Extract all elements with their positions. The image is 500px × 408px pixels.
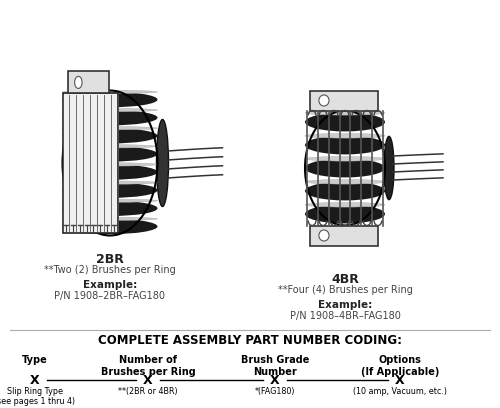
Text: Brush Grade
Number: Brush Grade Number (241, 355, 309, 377)
Text: P/N 1908–2BR–FAG180: P/N 1908–2BR–FAG180 (54, 291, 166, 301)
Ellipse shape (62, 201, 158, 216)
Bar (68, 71, 110, 93)
Text: **(2BR or 4BR): **(2BR or 4BR) (118, 387, 178, 396)
Ellipse shape (305, 113, 385, 131)
Ellipse shape (62, 199, 158, 202)
Bar (62, 93, 118, 233)
Text: X: X (30, 373, 40, 386)
Ellipse shape (62, 163, 158, 166)
Ellipse shape (74, 76, 82, 89)
Ellipse shape (62, 126, 158, 130)
Ellipse shape (62, 110, 158, 125)
Text: Example:: Example: (83, 280, 137, 290)
Ellipse shape (62, 217, 158, 220)
Bar (310, 226, 378, 246)
Ellipse shape (319, 95, 329, 106)
Text: *(FAG180): *(FAG180) (255, 387, 295, 396)
Ellipse shape (62, 182, 158, 198)
Text: **Four (4) Brushes per Ring: **Four (4) Brushes per Ring (278, 285, 412, 295)
Text: Number of
Brushes per Ring: Number of Brushes per Ring (100, 355, 196, 377)
Text: COMPLETE ASSEMBLY PART NUMBER CODING:: COMPLETE ASSEMBLY PART NUMBER CODING: (98, 334, 402, 347)
Text: (10 amp, Vacuum, etc.): (10 amp, Vacuum, etc.) (353, 387, 447, 396)
Ellipse shape (62, 109, 158, 112)
Text: 2BR: 2BR (96, 253, 124, 266)
Ellipse shape (62, 146, 158, 162)
Ellipse shape (305, 204, 385, 224)
Text: X: X (395, 373, 405, 386)
Text: Slip Ring Type
(see pages 1 thru 4): Slip Ring Type (see pages 1 thru 4) (0, 387, 76, 406)
Text: Type: Type (22, 355, 48, 365)
Ellipse shape (62, 92, 158, 107)
Text: X: X (143, 373, 153, 386)
Ellipse shape (305, 202, 385, 207)
Text: Options
(If Applicable): Options (If Applicable) (361, 355, 439, 377)
Ellipse shape (305, 180, 385, 184)
Ellipse shape (62, 128, 158, 144)
Ellipse shape (62, 181, 158, 184)
Ellipse shape (62, 90, 158, 93)
Ellipse shape (319, 230, 329, 241)
Ellipse shape (384, 136, 394, 200)
Text: P/N 1908–4BR–FAG180: P/N 1908–4BR–FAG180 (290, 311, 401, 321)
Text: **Two (2) Brushes per Ring: **Two (2) Brushes per Ring (44, 265, 176, 275)
Text: Example:: Example: (318, 300, 372, 310)
Ellipse shape (305, 135, 385, 155)
Text: X: X (270, 373, 280, 386)
Ellipse shape (305, 111, 385, 115)
Bar (310, 91, 378, 111)
Ellipse shape (305, 133, 385, 138)
Ellipse shape (305, 159, 385, 177)
Ellipse shape (305, 157, 385, 161)
Ellipse shape (156, 120, 168, 206)
Ellipse shape (62, 145, 158, 148)
Text: 4BR: 4BR (331, 273, 359, 286)
Ellipse shape (305, 182, 385, 200)
Ellipse shape (62, 164, 158, 180)
Ellipse shape (62, 219, 158, 234)
